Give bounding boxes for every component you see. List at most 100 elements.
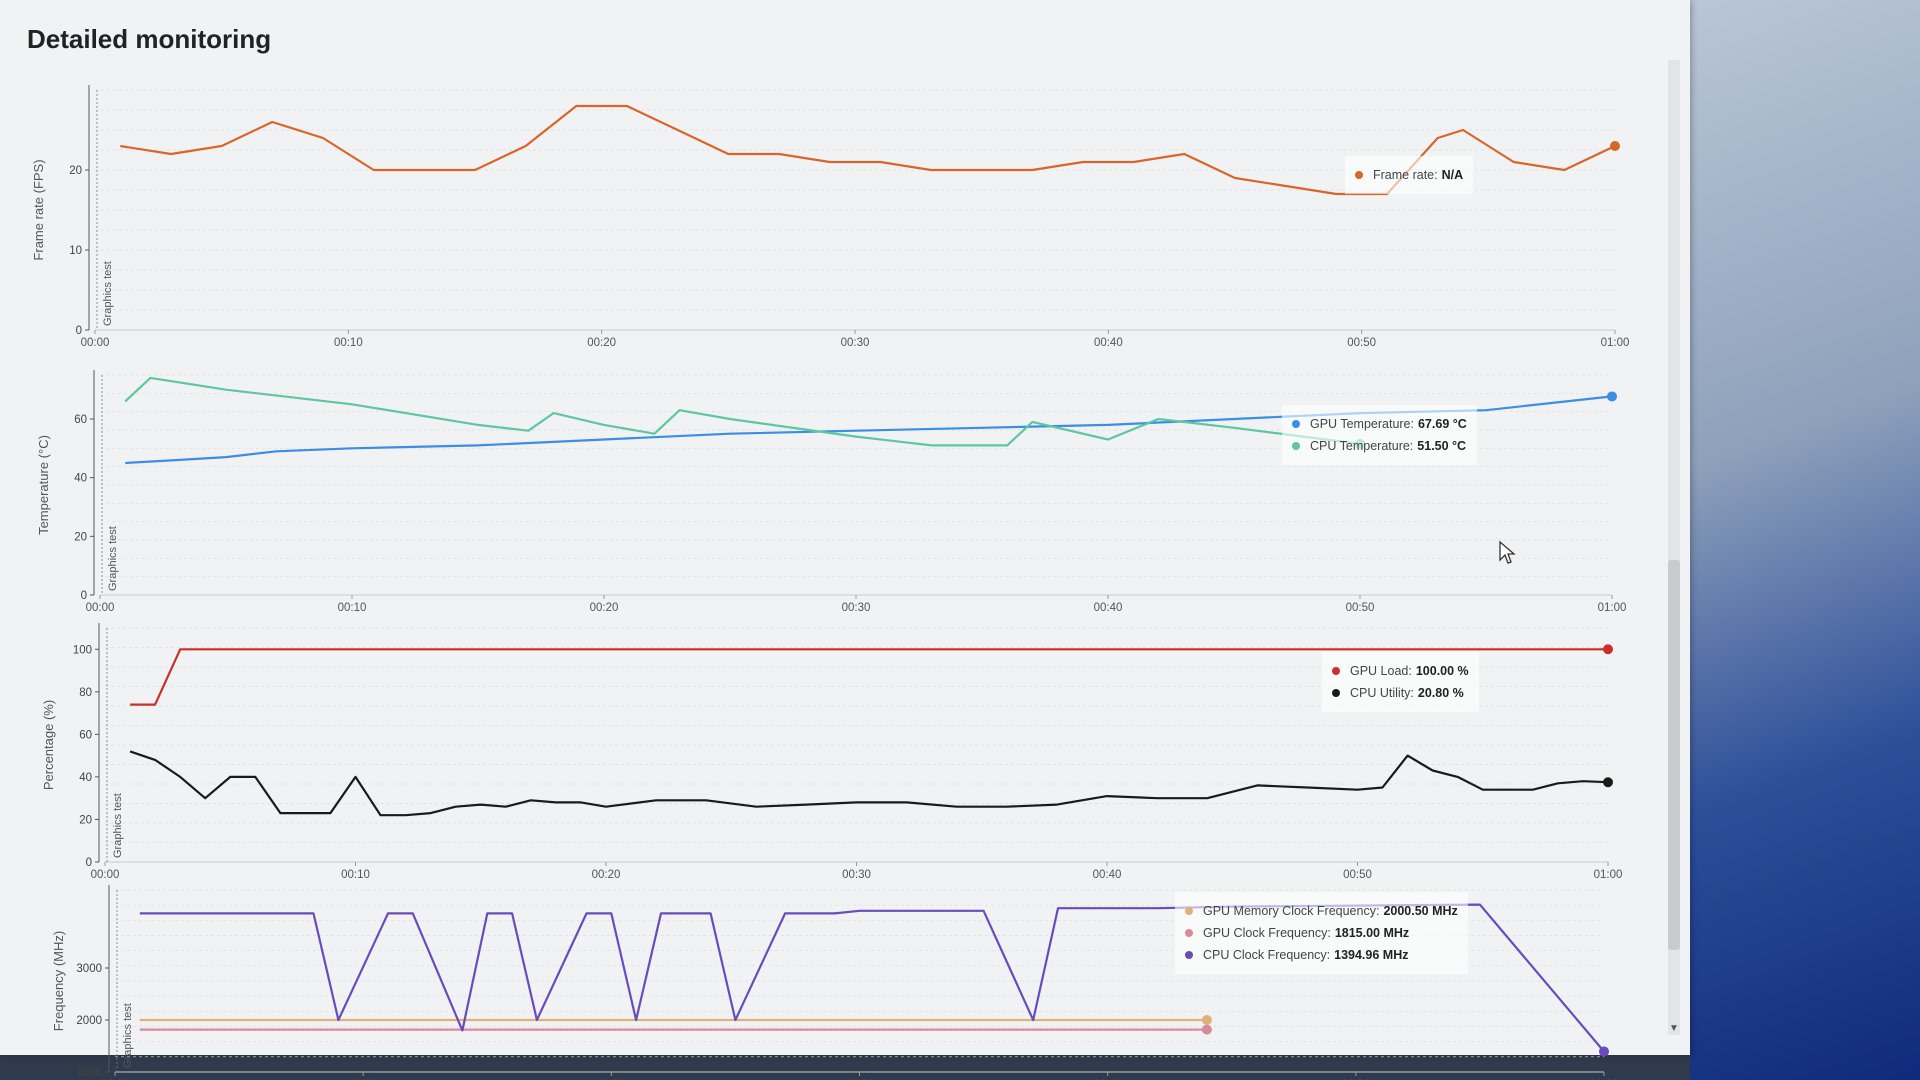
legend-dot-icon bbox=[1332, 667, 1340, 675]
series-end-point bbox=[1599, 1046, 1609, 1057]
legend-item: Frame rate: N/A bbox=[1355, 164, 1463, 186]
legend-frame-rate: Frame rate: N/A bbox=[1345, 156, 1474, 194]
legend-value: 2000.50 MHz bbox=[1383, 904, 1458, 918]
legend-item: CPU Temperature: 51.50 °C bbox=[1292, 435, 1467, 457]
legend-item: GPU Temperature: 67.69 °C bbox=[1292, 413, 1467, 435]
legend-dot-icon bbox=[1292, 442, 1300, 450]
x-tick-label: 00:00 bbox=[91, 869, 120, 881]
y-tick-label: 80 bbox=[79, 687, 92, 699]
legend-temperature: GPU Temperature: 67.69 °C CPU Temperatur… bbox=[1282, 405, 1477, 465]
legend-dot-icon bbox=[1185, 907, 1193, 915]
legend-value: 20.80 % bbox=[1417, 686, 1464, 700]
series-line bbox=[130, 648, 1608, 706]
x-tick-label: 00:30 bbox=[842, 869, 871, 881]
y-tick-label: 40 bbox=[74, 473, 87, 485]
y-tick-label: 100 bbox=[73, 644, 92, 656]
x-tick-label: 00:00 bbox=[86, 602, 115, 614]
legend-dot-icon bbox=[1332, 689, 1340, 697]
series-line bbox=[139, 903, 1605, 1053]
x-tick-label: 01:00 bbox=[1598, 602, 1627, 614]
legend-dot-icon bbox=[1355, 171, 1363, 179]
legend-dot-icon bbox=[1292, 420, 1300, 428]
y-tick-label: 0 bbox=[76, 325, 82, 337]
x-tick-label: 00:10 bbox=[341, 869, 370, 881]
legend-label: GPU Load: bbox=[1350, 664, 1412, 678]
y-tick-label: 10 bbox=[69, 245, 82, 257]
series-line bbox=[120, 104, 1616, 196]
legend-value: 67.69 °C bbox=[1417, 417, 1467, 431]
graphics-test-marker-label: Graphics test bbox=[102, 261, 114, 326]
y-tick-label: 60 bbox=[79, 729, 92, 741]
page-title: Detailed monitoring bbox=[27, 24, 272, 54]
y-axis-label: Frame rate (FPS) bbox=[31, 159, 46, 260]
scrollbar-thumb[interactable] bbox=[1668, 560, 1680, 950]
legend-label: GPU Temperature: bbox=[1310, 417, 1414, 431]
legend-label: GPU Memory Clock Frequency: bbox=[1203, 904, 1380, 918]
chart-panel: Graphics test Temperature (°C) 0 20 40 60 00:0… bbox=[36, 370, 1626, 614]
legend-label: CPU Temperature: bbox=[1310, 439, 1414, 453]
x-tick-label: 00:40 bbox=[1094, 337, 1123, 349]
series-end-point bbox=[1201, 1024, 1212, 1035]
series-line bbox=[124, 376, 1361, 447]
x-tick-label: 00:20 bbox=[592, 869, 621, 881]
legend-value: N/A bbox=[1441, 168, 1464, 182]
legend-value: 1815.00 MHz bbox=[1334, 926, 1410, 940]
desktop-wallpaper bbox=[1690, 0, 1920, 1080]
y-axis-label: Percentage (%) bbox=[41, 700, 56, 790]
y-axis-label: Frequency (MHz) bbox=[51, 931, 66, 1031]
legend-item: GPU Memory Clock Frequency: 2000.50 MHz bbox=[1185, 900, 1458, 922]
y-tick-label: 1000 bbox=[76, 1067, 102, 1079]
legend-dot-icon bbox=[1185, 951, 1193, 959]
x-tick-label: 00:20 bbox=[587, 337, 616, 349]
x-tick-label: 00:30 bbox=[841, 337, 870, 349]
legend-label: GPU Clock Frequency: bbox=[1203, 926, 1331, 940]
x-tick-label: 00:50 bbox=[1346, 602, 1375, 614]
chart-panel: Graphics test Frequency (MHz) 1000 2000 3000… bbox=[51, 885, 1618, 1080]
x-tick-label: 00:40 bbox=[1094, 602, 1123, 614]
legend-item: GPU Clock Frequency: 1815.00 MHz bbox=[1185, 922, 1458, 944]
graphics-test-marker-label: Graphics test bbox=[112, 793, 124, 858]
x-tick-label: 00:10 bbox=[338, 602, 367, 614]
vertical-scrollbar[interactable]: ▼ bbox=[1668, 60, 1680, 1035]
y-tick-label: 2000 bbox=[76, 1015, 102, 1027]
x-tick-label: 00:20 bbox=[590, 602, 619, 614]
legend-label: CPU Utility: bbox=[1350, 686, 1414, 700]
mouse-cursor-icon bbox=[1499, 540, 1516, 564]
y-tick-label: 40 bbox=[79, 772, 92, 784]
graphics-test-marker-label: Graphics test bbox=[107, 526, 119, 591]
graphics-test-marker-label: Graphics test bbox=[122, 1003, 134, 1068]
scroll-down-arrow-icon[interactable]: ▼ bbox=[1669, 1023, 1679, 1034]
series-line bbox=[129, 750, 1609, 817]
legend-value: 51.50 °C bbox=[1417, 439, 1467, 453]
y-tick-label: 20 bbox=[69, 165, 82, 177]
y-tick-label: 20 bbox=[74, 531, 87, 543]
x-tick-label: 00:40 bbox=[1093, 869, 1122, 881]
legend-label: Frame rate: bbox=[1373, 168, 1438, 182]
series-end-point bbox=[1201, 1014, 1212, 1025]
x-tick-label: 01:00 bbox=[1601, 337, 1630, 349]
y-tick-label: 0 bbox=[86, 857, 92, 869]
series-end-point bbox=[1610, 141, 1620, 151]
legend-item: CPU Utility: 20.80 % bbox=[1332, 682, 1469, 704]
legend-value: 100.00 % bbox=[1415, 664, 1469, 678]
legend-label: CPU Clock Frequency: bbox=[1203, 948, 1331, 962]
x-tick-label: 01:00 bbox=[1594, 869, 1623, 881]
x-tick-label: 00:10 bbox=[334, 337, 363, 349]
series-end-point bbox=[1607, 391, 1617, 402]
y-tick-label: 0 bbox=[81, 590, 87, 602]
chart-panel: Graphics test Frame rate (FPS) 0 10 20 00:00 0… bbox=[31, 85, 1629, 349]
legend-percentage: GPU Load: 100.00 % CPU Utility: 20.80 % bbox=[1322, 652, 1479, 712]
x-tick-label: 00:50 bbox=[1347, 337, 1376, 349]
x-tick-label: 00:50 bbox=[1343, 869, 1372, 881]
series-end-point bbox=[1603, 777, 1613, 788]
legend-dot-icon bbox=[1185, 929, 1193, 937]
chart-panel: Graphics test Percentage (%) 0 20 40 60 80 100 0… bbox=[41, 623, 1622, 881]
y-tick-label: 3000 bbox=[76, 963, 102, 975]
y-axis-label: Temperature (°C) bbox=[36, 435, 51, 535]
legend-item: CPU Clock Frequency: 1394.96 MHz bbox=[1185, 944, 1458, 966]
series-end-point bbox=[1603, 644, 1613, 655]
y-tick-label: 20 bbox=[79, 814, 92, 826]
legend-frequency: GPU Memory Clock Frequency: 2000.50 MHz … bbox=[1175, 892, 1468, 974]
x-tick-label: 00:30 bbox=[842, 602, 871, 614]
